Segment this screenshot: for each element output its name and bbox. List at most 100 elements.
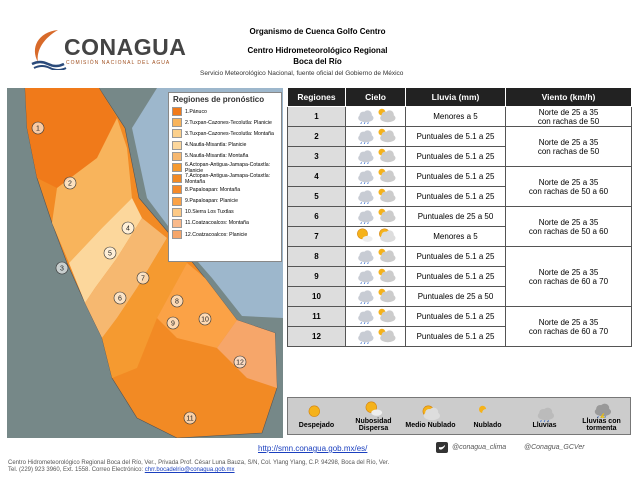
twitter-icon (436, 442, 448, 453)
legend-item: 8.Papaloapan: Montaña (169, 184, 281, 195)
region-cell: 12 (287, 326, 346, 347)
wind-cell: Norte de 25 a 35 con rachas de 60 a 70 (505, 246, 632, 307)
contact-line: Tel. (229) 923 3960, Ext. 1558. Correo E… (8, 467, 389, 474)
rain-cell: Puntuales de 5.1 a 25 (405, 126, 506, 147)
legend-item: 4.Nautla-Misantla: Planicie (169, 140, 281, 151)
table-row: 5 Puntuales de 5.1 a 25 (287, 186, 632, 207)
weather-icon (378, 128, 395, 143)
weather-icon (357, 310, 373, 325)
weather-icon (357, 190, 373, 205)
map-legend: Regiones de pronóstico 1.Pánuco 2.Tuxpan-… (168, 92, 282, 262)
legend-label: 12.Coatzacoalcos: Planicie (185, 231, 248, 238)
table-body: 1 Menores a 5 Norte de 25 a 35 con rachas … (287, 106, 632, 347)
region-label: 3 (60, 266, 64, 273)
subtitle: Centro Hidrometeorológico Regional (247, 46, 388, 55)
region-shape (85, 218, 167, 338)
region-cell: 7 (287, 226, 346, 247)
legend-label: 5.Nautla-Misantla: Montaña (185, 153, 249, 160)
weather-icon (357, 130, 373, 145)
legend-item: 10.Sierra Los Tuxtlas (169, 207, 281, 218)
weather-icon (357, 110, 373, 125)
wind-cell: Norte de 25 a 35 con rachas de 60 a 70 (505, 306, 632, 347)
legend-title: Regiones de pronóstico (173, 95, 265, 104)
sky-cell (345, 226, 406, 247)
sky-cell (345, 146, 406, 167)
weather-icon (478, 405, 497, 420)
sky-cell (345, 106, 406, 127)
sky-cell (345, 266, 406, 287)
table-row: 2 Puntuales de 5.1 a 25 Norte de 25 a 35 c… (287, 126, 632, 167)
region-marker (31, 121, 45, 135)
table-row: 11 Puntuales de 5.1 a 25 Norte de 25 a 35 … (287, 306, 632, 347)
sky-cell (345, 126, 406, 147)
region-label: 1 (36, 126, 40, 133)
region-marker (170, 294, 184, 308)
legend-label: 1.Pánuco (185, 108, 207, 115)
weather-icon (357, 270, 373, 285)
twitter-handle[interactable]: @Conagua_GCVer (524, 444, 585, 451)
region-shape (102, 238, 187, 378)
region-label: 7 (141, 276, 145, 283)
column-header: Lluvia (mm) (405, 87, 506, 107)
column-header: Regiones (287, 87, 346, 107)
rain-cell: Puntuales de 25 a 50 (405, 286, 506, 307)
weather-icon (378, 248, 395, 263)
weather-icon (378, 228, 395, 243)
footer: Centro Hidrometeorológico Regional Boca … (8, 460, 389, 474)
region-label: 4 (126, 226, 130, 233)
legend-label: 7.Actopan-Antigua-Jamapa-Cotaxtla: Monta… (185, 172, 271, 185)
sky-cell (345, 246, 406, 267)
region-cell: 9 (287, 266, 346, 287)
legend-item: 12.Coatzacoalcos: Planicie (169, 229, 281, 240)
weather-icon (365, 401, 382, 416)
rain-cell: Menores a 5 (405, 106, 506, 127)
weather-icon (378, 148, 395, 163)
place: Boca del Río (293, 57, 342, 66)
icon-legend-label: Nublado (473, 421, 502, 429)
icon-legend-label: Despejado (298, 421, 335, 429)
url[interactable]: http://smn.conagua.gob.mx/es/ (258, 444, 368, 453)
region-cell: 6 (287, 206, 346, 227)
region-label: 8 (175, 299, 179, 306)
legend-item: 5.Nautla-Misantla: Montaña (169, 151, 281, 162)
weather-icon (357, 250, 373, 265)
region-shape (217, 320, 277, 388)
logo-icon (31, 30, 67, 70)
legend-label: 3.Tuxpan-Cazones-Tecolutla: Montaña (185, 130, 274, 137)
legend-label: 6.Actopan-Antigua-Jamapa-Cotaxtla: Plani… (185, 161, 271, 174)
weather-icon (378, 268, 395, 283)
legend-swatch (172, 185, 182, 195)
weather-icon (537, 407, 554, 422)
icon-legend-item: Medio Nublado (405, 404, 457, 429)
weather-icon (357, 330, 373, 345)
region-cell: 4 (287, 166, 346, 187)
twitter-handle[interactable]: @conagua_clima (452, 444, 507, 451)
region-label: 6 (118, 296, 122, 303)
rain-cell: Puntuales de 5.1 a 25 (405, 246, 506, 267)
region-shape (52, 118, 132, 263)
legend-swatch (172, 218, 182, 228)
icon-legend-item: Nubosidad Dispersa (348, 400, 400, 432)
rain-cell: Puntuales de 5.1 a 25 (405, 166, 506, 187)
region-cell: 2 (287, 126, 346, 147)
table-row: 4 Puntuales de 5.1 a 25 Norte de 25 a 35 c… (287, 166, 632, 207)
region-marker (198, 312, 212, 326)
address: Centro Hidrometeorológico Regional Boca … (8, 460, 390, 466)
email[interactable]: chrr.bocadelrio@conagua.gob.mx (144, 467, 235, 473)
table-row: 9 Puntuales de 5.1 a 25 (287, 266, 632, 287)
region-cell: 8 (287, 246, 346, 267)
region-cell: 3 (287, 146, 346, 167)
weather-icon (378, 108, 395, 123)
weather-icon (594, 403, 611, 418)
region-shape (25, 88, 117, 188)
region-cell: 1 (287, 106, 346, 127)
region-cell: 11 (287, 306, 346, 327)
logo-subtext: COMISIÓN NACIONAL DEL AGUA (66, 60, 171, 66)
region-marker (121, 221, 135, 235)
rain-cell: Puntuales de 5.1 a 25 (405, 266, 506, 287)
region-marker (136, 271, 150, 285)
region-label: 11 (186, 416, 193, 423)
weather-icon (422, 405, 440, 420)
